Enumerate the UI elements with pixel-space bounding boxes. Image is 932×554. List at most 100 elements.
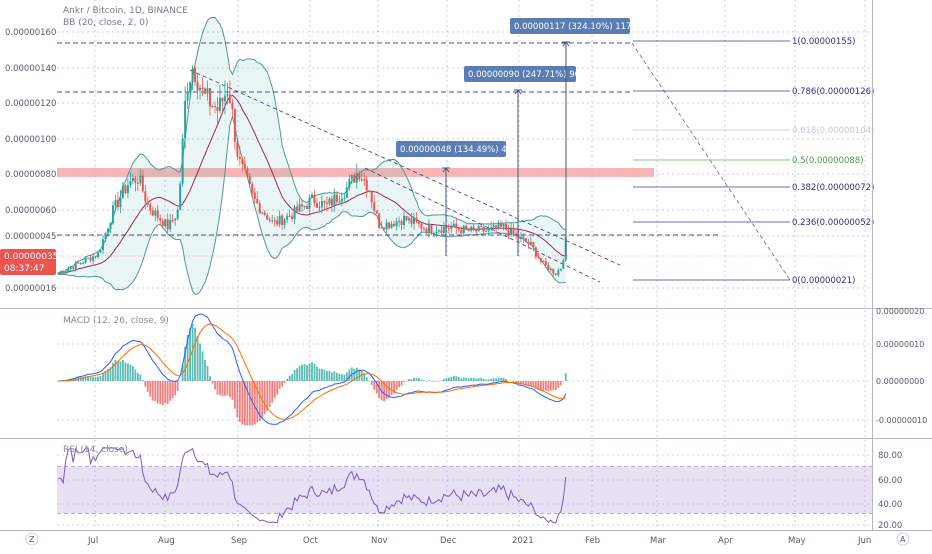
candle[interactable] xyxy=(268,216,271,223)
candle[interactable] xyxy=(395,217,398,231)
symbol-legend[interactable]: Ankr / Bitcoin, 1D, BINANCE xyxy=(63,6,188,16)
candle[interactable] xyxy=(539,257,542,265)
candle[interactable] xyxy=(136,176,139,191)
candle[interactable] xyxy=(246,166,249,178)
candle[interactable] xyxy=(67,265,70,274)
candle[interactable] xyxy=(102,235,105,255)
macd-legend[interactable]: MACD (12, 26, close, 9) xyxy=(63,316,169,326)
candle[interactable] xyxy=(87,257,90,259)
candle[interactable] xyxy=(457,227,460,233)
candle[interactable] xyxy=(335,191,338,206)
candle[interactable] xyxy=(121,182,124,199)
candle[interactable] xyxy=(281,213,284,230)
downtrend-line-2[interactable] xyxy=(364,167,601,283)
candle[interactable] xyxy=(427,219,430,239)
candle[interactable] xyxy=(552,268,555,276)
candle[interactable] xyxy=(430,225,433,235)
candle[interactable] xyxy=(221,97,224,115)
candle[interactable] xyxy=(368,189,371,193)
candle[interactable] xyxy=(301,200,304,213)
candle[interactable] xyxy=(502,223,505,231)
macd-pane[interactable] xyxy=(57,313,567,426)
candle[interactable] xyxy=(164,218,167,229)
candle[interactable] xyxy=(472,223,475,232)
timezone-button[interactable]: Z xyxy=(25,532,39,546)
candle[interactable] xyxy=(189,81,192,100)
candle[interactable] xyxy=(462,224,465,236)
candle[interactable] xyxy=(181,133,184,187)
candle[interactable] xyxy=(89,254,92,263)
candle[interactable] xyxy=(477,225,480,232)
candle[interactable] xyxy=(209,88,211,116)
candle[interactable] xyxy=(522,232,525,244)
candle[interactable] xyxy=(196,73,199,100)
candle[interactable] xyxy=(500,220,503,227)
candle[interactable] xyxy=(350,173,353,184)
candle[interactable] xyxy=(139,168,142,187)
candle[interactable] xyxy=(176,207,179,221)
candle[interactable] xyxy=(204,87,207,94)
candle[interactable] xyxy=(146,196,149,207)
candle[interactable] xyxy=(425,227,428,235)
candle[interactable] xyxy=(253,187,256,204)
candle[interactable] xyxy=(278,210,281,228)
candle[interactable] xyxy=(490,221,493,232)
candle[interactable] xyxy=(547,262,550,272)
candle[interactable] xyxy=(69,266,72,272)
candle[interactable] xyxy=(505,219,508,231)
candle[interactable] xyxy=(308,194,311,215)
candle[interactable] xyxy=(194,62,197,86)
price-range-annotation[interactable]: 0.00000090 (247.71%) 90 xyxy=(464,66,580,256)
candle[interactable] xyxy=(328,196,331,207)
candle[interactable] xyxy=(507,224,510,239)
candle[interactable] xyxy=(340,192,343,207)
price-range-annotation[interactable]: 0.00000117 (324.10%) 117 xyxy=(510,18,631,256)
candle[interactable] xyxy=(432,231,435,238)
candle[interactable] xyxy=(213,101,216,114)
candle[interactable] xyxy=(562,257,565,270)
candle[interactable] xyxy=(440,226,443,237)
candle[interactable] xyxy=(325,196,328,212)
candle[interactable] xyxy=(403,211,406,230)
candle[interactable] xyxy=(84,255,87,264)
candle[interactable] xyxy=(320,195,323,214)
candle[interactable] xyxy=(144,185,147,210)
candle[interactable] xyxy=(415,212,418,224)
candle[interactable] xyxy=(251,181,254,197)
candle[interactable] xyxy=(92,254,95,265)
candle[interactable] xyxy=(171,214,174,224)
candle[interactable] xyxy=(286,212,289,223)
candle[interactable] xyxy=(465,224,468,231)
candle[interactable] xyxy=(549,267,552,273)
candle[interactable] xyxy=(191,65,194,91)
candle[interactable] xyxy=(542,260,545,263)
candle[interactable] xyxy=(156,204,159,222)
bb-legend[interactable]: BB (20, close, 2, 0) xyxy=(63,18,148,28)
candle[interactable] xyxy=(355,163,358,189)
candle[interactable] xyxy=(248,172,251,185)
candle[interactable] xyxy=(184,86,187,149)
candle[interactable] xyxy=(537,252,540,259)
candle[interactable] xyxy=(390,220,393,229)
candle[interactable] xyxy=(330,195,333,213)
candle[interactable] xyxy=(408,216,411,224)
candle[interactable] xyxy=(241,157,244,172)
candle[interactable] xyxy=(231,98,234,119)
candle[interactable] xyxy=(393,220,396,227)
candle[interactable] xyxy=(226,82,229,105)
candle[interactable] xyxy=(233,108,236,150)
price-range-annotation[interactable]: 0.00000048 (134.49%) 48 xyxy=(396,141,512,256)
candle[interactable] xyxy=(57,272,60,275)
candle[interactable] xyxy=(358,170,361,182)
rsi-legend[interactable]: RSI (14, close) xyxy=(63,445,128,455)
candle[interactable] xyxy=(413,213,415,230)
candle[interactable] xyxy=(360,170,363,182)
candle[interactable] xyxy=(236,137,239,160)
candle[interactable] xyxy=(293,204,296,225)
candle[interactable] xyxy=(400,219,403,231)
candle[interactable] xyxy=(288,209,291,217)
candles[interactable] xyxy=(57,62,567,278)
candle[interactable] xyxy=(420,221,423,234)
candle[interactable] xyxy=(452,219,455,228)
candle[interactable] xyxy=(378,212,381,230)
